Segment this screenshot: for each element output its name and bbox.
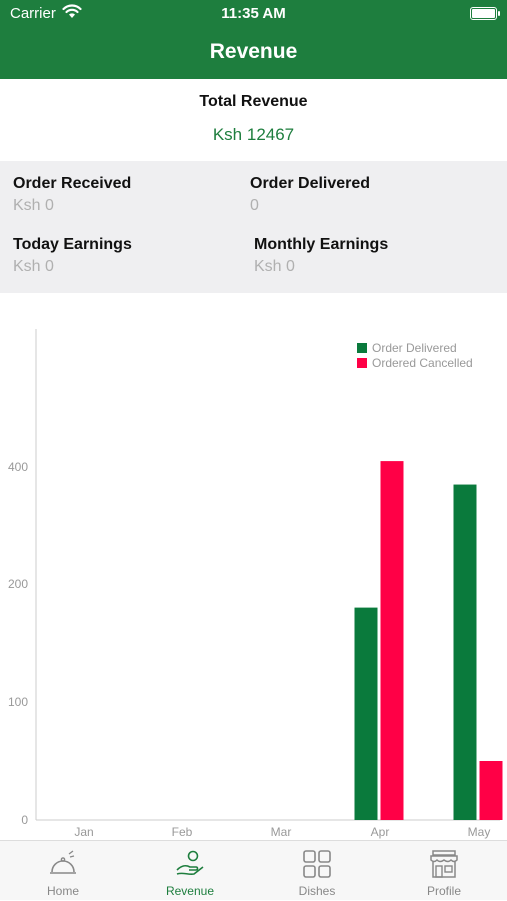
today-earnings-stat: Today Earnings Ksh 0: [13, 236, 132, 276]
order-received-value: Ksh 0: [13, 197, 54, 214]
money-hand-icon: [176, 850, 204, 876]
y-tick-label: 400: [8, 460, 28, 474]
revenue-chart: 0 100 200 400 Jan Feb Mar Apr May Order Delivered…: [0, 293, 507, 840]
tab-revenue[interactable]: Revenue: [127, 841, 253, 901]
x-tick-label: Apr: [371, 825, 390, 839]
legend-label: Order Delivered: [372, 341, 457, 355]
bar-order-delivered-may: [453, 484, 477, 820]
status-bar: Carrier 11:35 AM: [0, 0, 507, 28]
legend-label: Ordered Cancelled: [372, 356, 473, 370]
y-tick-label: 200: [8, 577, 28, 591]
navigation-bar: Revenue: [0, 28, 507, 79]
battery-tip: [498, 11, 500, 16]
total-revenue-value: Ksh 12467: [212, 125, 295, 144]
store-icon: [430, 850, 458, 878]
monthly-earnings-value: Ksh 0: [254, 258, 295, 275]
total-revenue-section: Total Revenue Ksh 12467: [0, 79, 507, 161]
total-revenue-label: Total Revenue: [199, 93, 308, 110]
tab-bar: Home Revenue Dishes Profile: [0, 840, 507, 900]
bar-ordered-cancelled-apr: [380, 461, 404, 820]
tab-dishes[interactable]: Dishes: [254, 841, 380, 901]
tab-profile-label: Profile: [426, 884, 461, 898]
monthly-earnings-stat: Monthly Earnings Ksh 0: [254, 236, 388, 276]
revenue-bar-chart: 0 100 200 400 Jan Feb Mar Apr May Order Delivered…: [8, 329, 503, 839]
order-received-stat: Order Received Ksh 0: [13, 175, 131, 215]
tab-dishes-label: Dishes: [298, 884, 336, 898]
tab-home-label: Home: [46, 884, 79, 898]
battery-icon: [470, 7, 497, 20]
grid-icon: [303, 850, 331, 878]
clock: 11:35 AM: [221, 5, 286, 22]
x-tick-label: May: [468, 825, 491, 839]
x-tick-label: Mar: [271, 825, 292, 839]
carrier-label: Carrier: [10, 5, 56, 22]
bar-order-delivered-apr: [354, 607, 378, 820]
stats-panel: Order Received Ksh 0 Order Delivered 0 T…: [0, 161, 507, 293]
page-title: Revenue: [209, 40, 298, 63]
y-tick-label: 0: [21, 813, 28, 827]
order-delivered-stat: Order Delivered 0: [250, 175, 370, 215]
bar-ordered-cancelled-may: [479, 761, 503, 820]
tab-home[interactable]: Home: [0, 841, 126, 901]
x-tick-label: Jan: [74, 825, 93, 839]
tab-revenue-label: Revenue: [165, 884, 215, 898]
x-tick-label: Feb: [172, 825, 193, 839]
monthly-earnings-label: Monthly Earnings: [254, 236, 389, 253]
order-delivered-value: 0: [250, 197, 259, 214]
order-received-label: Order Received: [13, 175, 132, 192]
legend-swatch: [357, 343, 367, 353]
today-earnings-value: Ksh 0: [13, 258, 54, 275]
y-tick-label: 100: [8, 695, 28, 709]
tab-profile[interactable]: Profile: [381, 841, 507, 901]
cloche-icon: [50, 850, 76, 874]
wifi-icon: [62, 4, 82, 18]
order-delivered-label: Order Delivered: [250, 175, 371, 192]
legend-swatch: [357, 358, 367, 368]
today-earnings-label: Today Earnings: [13, 236, 132, 253]
